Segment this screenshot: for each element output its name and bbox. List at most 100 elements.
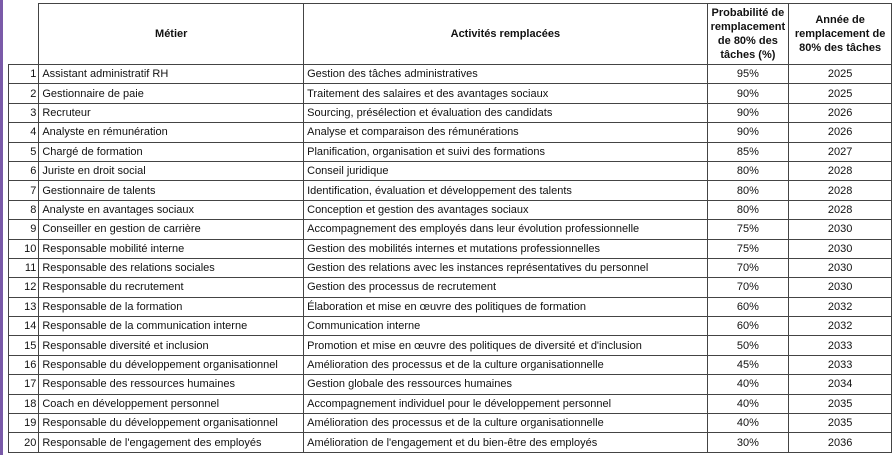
row-number: 12 xyxy=(7,277,40,298)
cell-metier: Responsable du recrutement xyxy=(38,277,305,298)
row-number: 17 xyxy=(7,374,40,395)
cell-annee: 2025 xyxy=(788,83,892,104)
cell-probabilite: 90% xyxy=(706,122,790,143)
cell-activites: Conseil juridique xyxy=(303,160,708,182)
table-row: 5 Chargé de formation Planification, organ… xyxy=(7,141,892,162)
cell-metier: Responsable des ressources humaines xyxy=(38,374,305,395)
table-row: 13 Responsable de la formation Élaboration… xyxy=(7,296,892,318)
cell-probabilite: 30% xyxy=(706,432,790,453)
replacement-table: Métier Activités remplacées Probabilité … xyxy=(7,3,892,453)
cell-probabilite: 60% xyxy=(706,296,790,318)
cell-activites: Gestion des relations avec les instances… xyxy=(303,257,708,279)
cell-activites: Planification, organisation et suivi des… xyxy=(303,141,708,162)
table-row: 2 Gestionnaire de paie Traitement des sala… xyxy=(7,83,892,104)
table-row: 20 Responsable de l'engagement des employ… xyxy=(7,432,892,453)
cell-activites: Identification, évaluation et développem… xyxy=(303,180,708,201)
cell-annee: 2033 xyxy=(788,354,892,376)
table-row: 17 Responsable des ressources humaines Ges… xyxy=(7,374,892,395)
cell-activites: Amélioration des processus et de la cult… xyxy=(303,413,708,434)
table-row: 14 Responsable de la communication intern… xyxy=(7,316,892,337)
cell-metier: Responsable diversité et inclusion xyxy=(38,335,305,356)
table-row: 3 Recruteur Sourcing, présélection et éval… xyxy=(7,102,892,124)
row-number: 5 xyxy=(7,141,40,162)
cell-activites: Gestion des processus de recrutement xyxy=(303,277,708,298)
cell-activites: Traitement des salaires et des avantages… xyxy=(303,83,708,104)
row-number: 11 xyxy=(7,257,40,279)
cell-activites: Sourcing, présélection et évaluation des… xyxy=(303,102,708,124)
cell-probabilite: 70% xyxy=(706,257,790,279)
table-row: 8 Analyste en avantages sociaux Conception… xyxy=(7,199,892,221)
row-number: 2 xyxy=(7,83,40,104)
row-number: 20 xyxy=(7,432,40,453)
cell-probabilite: 75% xyxy=(706,219,790,240)
cell-probabilite: 80% xyxy=(706,180,790,201)
cell-metier: Coach en développement personnel xyxy=(38,393,305,415)
row-number: 6 xyxy=(7,160,40,182)
cell-probabilite: 80% xyxy=(706,160,790,182)
cell-activites: Gestion globale des ressources humaines xyxy=(303,374,708,395)
cell-activites: Promotion et mise en œuvre des politique… xyxy=(303,335,708,356)
header-activites: Activités remplacées xyxy=(303,3,708,65)
row-number: 10 xyxy=(7,238,40,259)
cell-annee: 2028 xyxy=(788,180,892,201)
cell-probabilite: 95% xyxy=(706,63,790,85)
row-number: 3 xyxy=(7,102,40,124)
cell-annee: 2035 xyxy=(788,413,892,434)
cell-activites: Amélioration des processus et de la cult… xyxy=(303,354,708,376)
row-number: 4 xyxy=(7,122,40,143)
cell-annee: 2035 xyxy=(788,393,892,415)
cell-metier: Conseiller en gestion de carrière xyxy=(38,219,305,240)
table-row: 4 Analyste en rémunération Analyse et comp… xyxy=(7,122,892,143)
cell-probabilite: 90% xyxy=(706,83,790,104)
cell-metier: Gestionnaire de paie xyxy=(38,83,305,104)
cell-annee: 2032 xyxy=(788,296,892,318)
cell-probabilite: 40% xyxy=(706,413,790,434)
table-row: 12 Responsable du recrutement Gestion des … xyxy=(7,277,892,298)
cell-metier: Gestionnaire de talents xyxy=(38,180,305,201)
row-number: 9 xyxy=(7,219,40,240)
header-index xyxy=(8,3,40,65)
cell-metier: Responsable du développement organisatio… xyxy=(38,413,305,434)
cell-probabilite: 90% xyxy=(706,102,790,124)
cell-metier: Analyste en avantages sociaux xyxy=(38,199,305,221)
cell-activites: Analyse et comparaison des rémunérations xyxy=(303,122,708,143)
cell-probabilite: 40% xyxy=(706,374,790,395)
row-number: 15 xyxy=(7,335,40,356)
cell-metier: Responsable du développement organisatio… xyxy=(38,354,305,376)
cell-annee: 2032 xyxy=(788,316,892,337)
cell-annee: 2030 xyxy=(788,277,892,298)
row-number: 18 xyxy=(7,393,40,415)
cell-probabilite: 70% xyxy=(706,277,790,298)
table-row: 18 Coach en développement personnel Accomp… xyxy=(7,393,892,415)
header-annee: Année de remplacement de 80% des tâches xyxy=(788,3,892,65)
cell-activites: Communication interne xyxy=(303,316,708,337)
cell-metier: Responsable des relations sociales xyxy=(38,257,305,279)
table-row: 15 Responsable diversité et inclusion Prom… xyxy=(7,335,892,356)
cell-annee: 2034 xyxy=(788,374,892,395)
cell-activites: Conception et gestion des avantages soci… xyxy=(303,199,708,221)
table-row: 10 Responsable mobilité interne Gestion de… xyxy=(7,238,892,259)
header-probabilite: Probabilité de remplacement de 80% des t… xyxy=(706,3,790,65)
cell-activites: Amélioration de l'engagement et du bien-… xyxy=(303,432,708,453)
cell-activites: Élaboration et mise en œuvre des politiq… xyxy=(303,296,708,318)
cell-annee: 2033 xyxy=(788,335,892,356)
cell-annee: 2027 xyxy=(788,141,892,162)
cell-activites: Gestion des tâches administratives xyxy=(303,63,708,85)
cell-activites: Accompagnement individuel pour le dévelo… xyxy=(303,393,708,415)
header-metier: Métier xyxy=(38,3,305,65)
cell-metier: Responsable de la formation xyxy=(38,296,305,318)
table-row: 7 Gestionnaire de talents Identification, … xyxy=(7,180,892,201)
cell-metier: Chargé de formation xyxy=(38,141,305,162)
cell-probabilite: 45% xyxy=(706,354,790,376)
table-row: 1 Assistant administratif RH Gestion des t… xyxy=(7,63,892,85)
cell-metier: Responsable mobilité interne xyxy=(38,238,305,259)
cell-metier: Recruteur xyxy=(38,102,305,124)
cell-probabilite: 50% xyxy=(706,335,790,356)
cell-probabilite: 85% xyxy=(706,141,790,162)
table-row: 16 Responsable du développement organisat… xyxy=(7,354,892,376)
row-number: 1 xyxy=(7,63,40,85)
table-row: 19 Responsable du développement organisat… xyxy=(7,413,892,434)
cell-metier: Analyste en rémunération xyxy=(38,122,305,143)
cell-metier: Responsable de la communication interne xyxy=(38,316,305,337)
cell-annee: 2028 xyxy=(788,199,892,221)
